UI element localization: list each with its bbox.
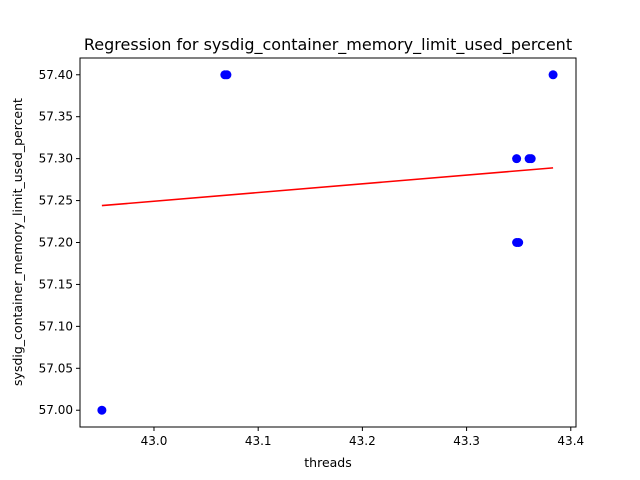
y-tick-label: 57.25	[39, 194, 73, 208]
y-tick-label: 57.20	[39, 236, 73, 250]
scatter-point	[548, 70, 558, 80]
y-tick-label: 57.00	[39, 403, 73, 417]
x-tick-label: 43.4	[557, 434, 584, 448]
scatter-point	[512, 154, 522, 164]
y-tick-label: 57.30	[39, 152, 73, 166]
x-tick-label: 43.3	[453, 434, 480, 448]
y-tick-label: 57.40	[39, 68, 73, 82]
y-tick-label: 57.10	[39, 319, 73, 333]
y-tick-label: 57.35	[39, 110, 73, 124]
y-axis-label: sysdig_container_memory_limit_used_perce…	[10, 98, 25, 386]
scatter-point	[526, 154, 536, 164]
x-tick-label: 43.1	[245, 434, 272, 448]
scatter-point	[97, 405, 107, 415]
scatter-point	[514, 238, 524, 247]
scatter-point	[220, 70, 230, 80]
x-tick-label: 43.0	[141, 434, 168, 448]
plot-area	[97, 70, 558, 415]
y-tick-label: 57.15	[39, 277, 73, 291]
regression-line	[101, 167, 554, 207]
y-tick-label: 57.05	[39, 361, 73, 375]
x-axis: 43.0 43.1 43.2 43.3 43.4	[141, 427, 584, 448]
y-axis: 57.00 57.05 57.10 57.15 57.20 57.25 57.30 57.35…	[39, 68, 80, 417]
chart-title: Regression for sysdig_container_memory_l…	[84, 35, 572, 55]
x-axis-label: threads	[304, 455, 352, 470]
x-tick-label: 43.2	[349, 434, 376, 448]
